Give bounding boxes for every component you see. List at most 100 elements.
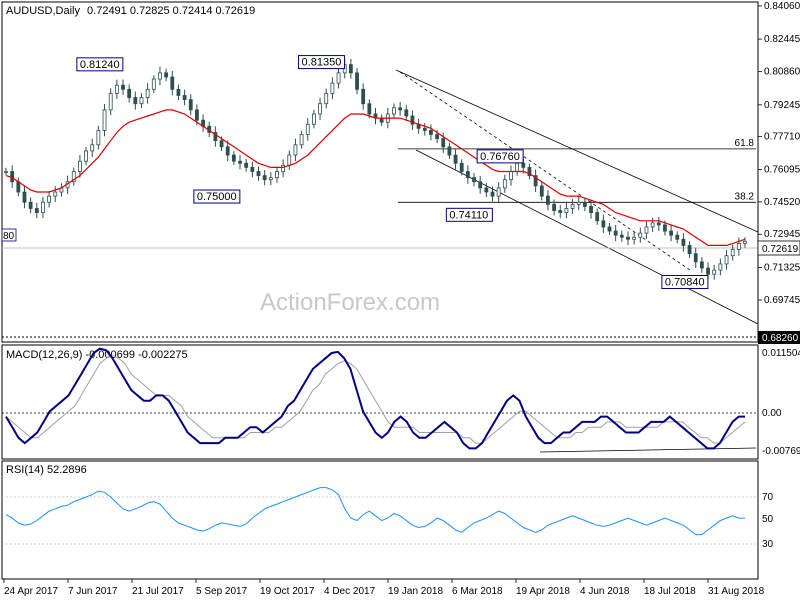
candle-body <box>459 162 464 172</box>
candle-body <box>478 181 483 189</box>
candle-body <box>502 179 507 189</box>
candle-body <box>589 206 593 213</box>
candle-body <box>429 129 433 135</box>
candle-body <box>90 144 95 152</box>
candle-body <box>558 210 563 213</box>
candle-body <box>644 226 649 234</box>
candle-body <box>281 164 286 172</box>
candle-body <box>465 171 470 179</box>
x-tick-label: 4 Jun 2018 <box>580 586 630 597</box>
candle-body <box>34 208 39 213</box>
x-tick-label: 4 Dec 2017 <box>324 586 376 597</box>
channel-upper-line <box>395 69 759 233</box>
candle-body <box>410 115 415 125</box>
annotation-box <box>445 207 493 222</box>
annotation-box <box>193 189 241 204</box>
candle-body <box>472 177 476 183</box>
candle-body <box>78 160 82 172</box>
candle-body <box>638 232 643 238</box>
candle-body <box>361 88 366 105</box>
rsi-tick-30: 30 <box>762 539 774 550</box>
macd-y-ticks: 0.011504 0.00 -0.007694 <box>762 348 800 457</box>
left-price-value: 80 <box>3 231 15 242</box>
annotation-label: 0.75000 <box>197 191 237 203</box>
x-tick-label: 7 Jun 2017 <box>68 586 118 597</box>
candle-body <box>28 201 33 209</box>
candle-body <box>743 240 747 244</box>
candle-body <box>392 107 396 115</box>
rsi-line <box>5 487 745 536</box>
candle-body <box>127 88 132 98</box>
annotation-label: 0.81350 <box>302 57 342 69</box>
x-tick-label: 24 Apr 2017 <box>4 586 58 597</box>
candle-body <box>718 263 723 271</box>
candle-body <box>650 222 655 228</box>
left-price-tag: 80 <box>1 228 17 242</box>
candle-body <box>262 175 267 181</box>
fib-level-label: 38.2 <box>735 191 755 202</box>
moving-average-line <box>5 109 746 246</box>
price-tick-label: 0.72945 <box>764 229 800 240</box>
candle-body <box>595 212 600 222</box>
annotation-box <box>76 57 124 72</box>
price-title: AUDUSD,Daily 0.72491 0.72825 0.72414 0.7… <box>6 5 255 17</box>
x-tick-label: 5 Sep 2017 <box>196 586 248 597</box>
candle-body <box>182 95 187 100</box>
candle-body <box>305 123 310 135</box>
macd-signal-line <box>5 355 746 444</box>
candle-body <box>293 144 298 156</box>
candle-body <box>268 177 273 181</box>
rsi-title: RSI(14) 52.2896 <box>6 464 87 476</box>
candle-body <box>121 84 125 90</box>
candle-body <box>552 203 556 211</box>
candle-body <box>453 154 458 164</box>
macd-line <box>5 347 745 450</box>
candle-body <box>601 220 606 228</box>
candle-body <box>151 78 156 90</box>
candle-body <box>515 162 520 172</box>
candle-body <box>693 253 698 263</box>
x-axis: 24 Apr 2017 7 Jun 2017 21 Jul 2017 5 Sep 20… <box>3 579 765 597</box>
candle-body <box>576 201 581 205</box>
candle-body <box>219 140 224 148</box>
price-tick-label: 0.71325 <box>764 263 800 274</box>
candle-body <box>663 224 667 232</box>
candle-body <box>730 249 735 257</box>
candle-body <box>324 93 329 105</box>
candle-body <box>736 242 741 250</box>
candle-body <box>108 93 113 111</box>
candle-body <box>724 255 729 265</box>
candle-body <box>447 146 452 156</box>
candle-body <box>114 84 119 94</box>
watermark: ActionForex.com <box>260 289 440 316</box>
price-tick-label: 0.84060 <box>764 1 800 12</box>
candle-body <box>484 187 489 193</box>
candle-body <box>570 203 575 209</box>
bottom-price-tag: 0.68260 <box>758 331 800 344</box>
candle-body <box>102 109 107 131</box>
price-tick-label: 0.79245 <box>764 100 800 111</box>
candle-body <box>53 191 58 197</box>
channel-mid-dashed-line <box>399 71 691 271</box>
candle-body <box>656 222 661 226</box>
candle-body <box>250 166 255 172</box>
annotation-box <box>476 149 524 164</box>
candle-body <box>188 99 193 111</box>
last-price-tag: 0.72619 <box>757 240 800 256</box>
macd-tick-bottom: -0.007694 <box>762 446 800 457</box>
candle-body <box>164 72 169 78</box>
rsi-tick-70: 70 <box>762 492 774 503</box>
fibonacci-levels: 61.8 38.2 <box>398 138 756 203</box>
macd-tick-top: 0.011504 <box>762 348 800 359</box>
rsi-y-ticks: 70 50 30 <box>762 492 774 550</box>
candle-body <box>4 171 8 173</box>
price-panel: ActionForex.com AUDUSD,Daily 0.72491 0.7… <box>1 1 800 344</box>
candle-body <box>490 191 495 197</box>
macd-support-line <box>539 447 757 453</box>
candle-body <box>422 127 427 131</box>
candle-body <box>139 97 144 105</box>
candle-body <box>533 175 538 187</box>
candle-body <box>582 201 587 207</box>
candle-body <box>632 236 637 240</box>
